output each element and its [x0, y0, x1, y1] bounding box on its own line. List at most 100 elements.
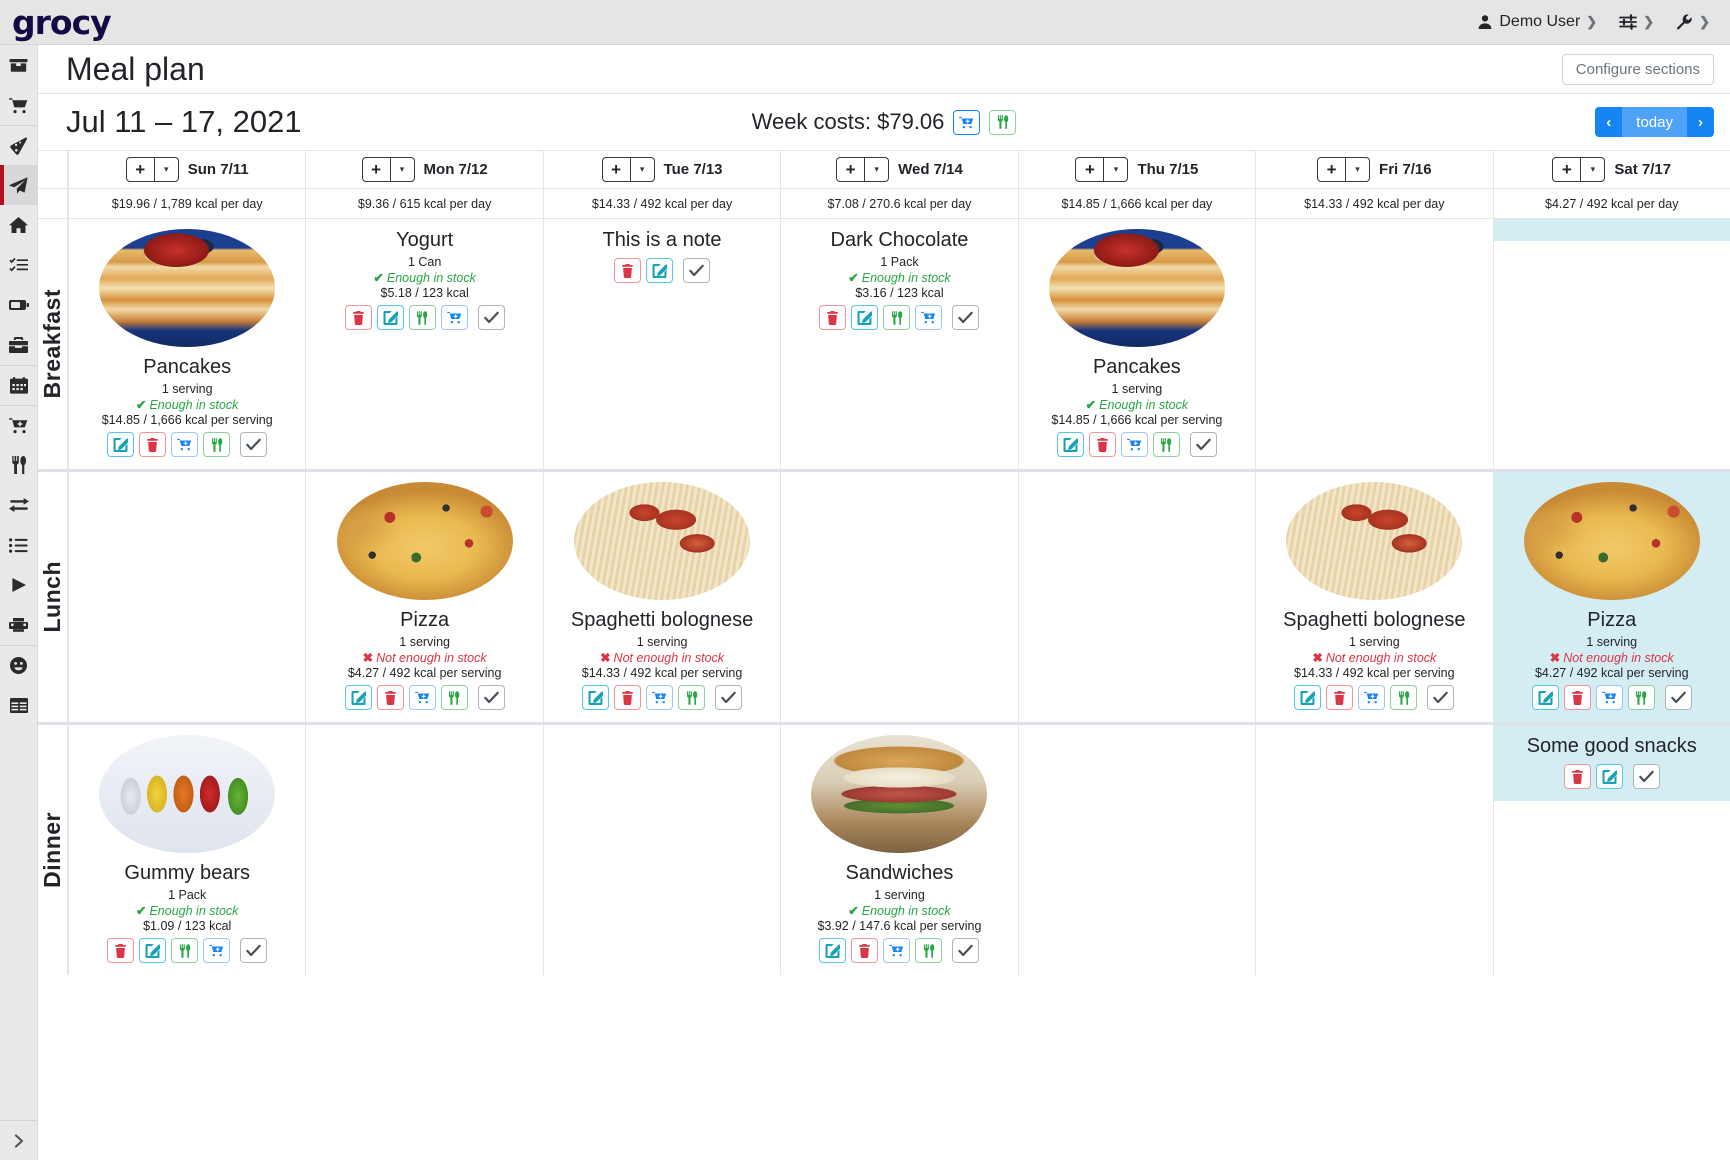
delete-button[interactable] [614, 685, 642, 710]
delete-button[interactable] [1088, 432, 1116, 457]
meal-plan-cell[interactable] [1492, 219, 1730, 469]
edit-button[interactable] [139, 938, 167, 963]
consume-button[interactable] [1627, 685, 1655, 710]
meal-plan-cell[interactable]: Pancakes 1 serving ✔ Enough in stock $14.85 … [68, 219, 305, 469]
next-week-button[interactable]: › [1687, 107, 1714, 137]
add-to-shopping-list-button[interactable] [915, 305, 943, 330]
sidebar-item-stock[interactable] [0, 45, 37, 85]
meal-plan-cell[interactable]: Sandwiches 1 serving ✔ Enough in stock $3.92… [780, 725, 1017, 975]
meal-plan-cell[interactable] [1255, 219, 1492, 469]
consume-button[interactable] [408, 305, 436, 330]
consume-button[interactable] [915, 938, 943, 963]
consume-button[interactable] [203, 432, 231, 457]
sidebar-item-transfer[interactable] [0, 485, 37, 525]
consume-button[interactable] [678, 685, 706, 710]
meal-plan-cell[interactable]: Pancakes 1 serving ✔ Enough in stock $14.85 … [1017, 219, 1255, 469]
mark-done-button[interactable] [1632, 764, 1660, 789]
add-item-dropdown-1[interactable]: ▾ [390, 157, 415, 182]
sidebar-item-equipment[interactable] [0, 325, 37, 365]
add-to-shopping-list-button[interactable] [408, 685, 436, 710]
mark-done-button[interactable] [240, 938, 268, 963]
meal-plan-cell[interactable]: Yogurt 1 Can ✔ Enough in stock $5.18 / 123 k… [305, 219, 542, 469]
edit-button[interactable] [1531, 685, 1559, 710]
mark-done-button[interactable] [477, 305, 505, 330]
meal-plan-cell[interactable]: Spaghetti bolognese 1 serving ✖ Not enough … [1255, 472, 1492, 722]
add-item-button-0[interactable]: + [125, 157, 155, 182]
mark-done-button[interactable] [715, 685, 743, 710]
add-item-button-5[interactable]: + [1317, 157, 1347, 182]
consume-week-button[interactable] [989, 109, 1017, 135]
sidebar-item-list[interactable] [0, 525, 37, 565]
meal-plan-cell[interactable] [305, 725, 542, 975]
consume-button[interactable] [883, 305, 911, 330]
sidebar-item-recipes[interactable] [0, 125, 37, 165]
sidebar-item-tasks[interactable] [0, 245, 37, 285]
add-item-button-4[interactable]: + [1075, 157, 1105, 182]
add-item-button-1[interactable]: + [361, 157, 391, 182]
mark-done-button[interactable] [477, 685, 505, 710]
edit-button[interactable] [646, 258, 674, 283]
delete-button[interactable] [376, 685, 404, 710]
add-item-dropdown-6[interactable]: ▾ [1581, 157, 1606, 182]
meal-plan-cell[interactable]: Gummy bears 1 Pack ✔ Enough in stock $1.09 /… [68, 725, 305, 975]
consume-button[interactable] [1390, 685, 1418, 710]
delete-button[interactable] [344, 305, 372, 330]
meal-plan-cell[interactable] [68, 472, 305, 722]
configure-sections-button[interactable]: Configure sections [1561, 53, 1714, 85]
mark-done-button[interactable] [683, 258, 711, 283]
sidebar-item-home[interactable] [0, 205, 37, 245]
settings-menu[interactable]: ❯ [1619, 14, 1654, 30]
app-logo[interactable]: grocy [12, 2, 112, 42]
mark-done-button[interactable] [240, 432, 268, 457]
consume-button[interactable] [440, 685, 468, 710]
edit-button[interactable] [1294, 685, 1322, 710]
add-week-to-shopping-list-button[interactable] [953, 109, 981, 135]
previous-week-button[interactable]: ‹ [1595, 107, 1623, 137]
add-to-shopping-list-button[interactable] [1120, 432, 1148, 457]
meal-plan-cell[interactable]: Some good snacks [1492, 725, 1730, 975]
add-item-button-2[interactable]: + [601, 157, 631, 182]
delete-button[interactable] [819, 305, 847, 330]
mark-done-button[interactable] [1427, 685, 1455, 710]
today-button[interactable]: today [1622, 107, 1687, 137]
add-item-dropdown-2[interactable]: ▾ [630, 157, 655, 182]
delete-button[interactable] [1563, 685, 1591, 710]
consume-button[interactable] [171, 938, 199, 963]
delete-button[interactable] [1326, 685, 1354, 710]
sidebar-item-shopping-list[interactable] [0, 85, 37, 125]
edit-button[interactable] [1056, 432, 1084, 457]
sidebar-item-play[interactable] [0, 565, 37, 605]
edit-button[interactable] [344, 685, 372, 710]
sidebar-item-batteries[interactable] [0, 285, 37, 325]
sidebar-item-printer[interactable] [0, 605, 37, 645]
edit-button[interactable] [107, 432, 135, 457]
delete-button[interactable] [107, 938, 135, 963]
add-item-button-3[interactable]: + [836, 157, 866, 182]
edit-button[interactable] [582, 685, 610, 710]
tools-menu[interactable]: ❯ [1676, 14, 1710, 30]
edit-button[interactable] [376, 305, 404, 330]
add-to-shopping-list-button[interactable] [1358, 685, 1386, 710]
meal-plan-cell[interactable]: Pizza 1 serving ✖ Not enough in stock $4.27 … [305, 472, 542, 722]
sidebar-item-tables[interactable] [0, 685, 37, 725]
sidebar-item-meal-plan[interactable] [0, 165, 37, 205]
user-menu[interactable]: Demo User ❯ [1477, 13, 1597, 31]
add-to-shopping-list-button[interactable] [203, 938, 231, 963]
add-to-shopping-list-button[interactable] [1595, 685, 1623, 710]
add-to-shopping-list-button[interactable] [883, 938, 911, 963]
delete-button[interactable] [1563, 764, 1591, 789]
meal-plan-cell[interactable] [1017, 725, 1255, 975]
consume-button[interactable] [1152, 432, 1180, 457]
meal-plan-cell[interactable]: This is a note [542, 219, 780, 469]
mark-done-button[interactable] [952, 305, 980, 330]
meal-plan-cell[interactable]: Dark Chocolate 1 Pack ✔ Enough in stock $3.1… [780, 219, 1017, 469]
edit-button[interactable] [851, 305, 879, 330]
meal-plan-cell[interactable] [1017, 472, 1255, 722]
delete-button[interactable] [139, 432, 167, 457]
meal-plan-cell[interactable]: Spaghetti bolognese 1 serving ✖ Not enough … [542, 472, 780, 722]
sidebar-item-userfields[interactable] [0, 645, 37, 685]
meal-plan-cell[interactable]: Pizza 1 serving ✖ Not enough in stock $4.27 … [1492, 472, 1730, 722]
add-to-shopping-list-button[interactable] [646, 685, 674, 710]
delete-button[interactable] [851, 938, 879, 963]
mark-done-button[interactable] [1664, 685, 1692, 710]
